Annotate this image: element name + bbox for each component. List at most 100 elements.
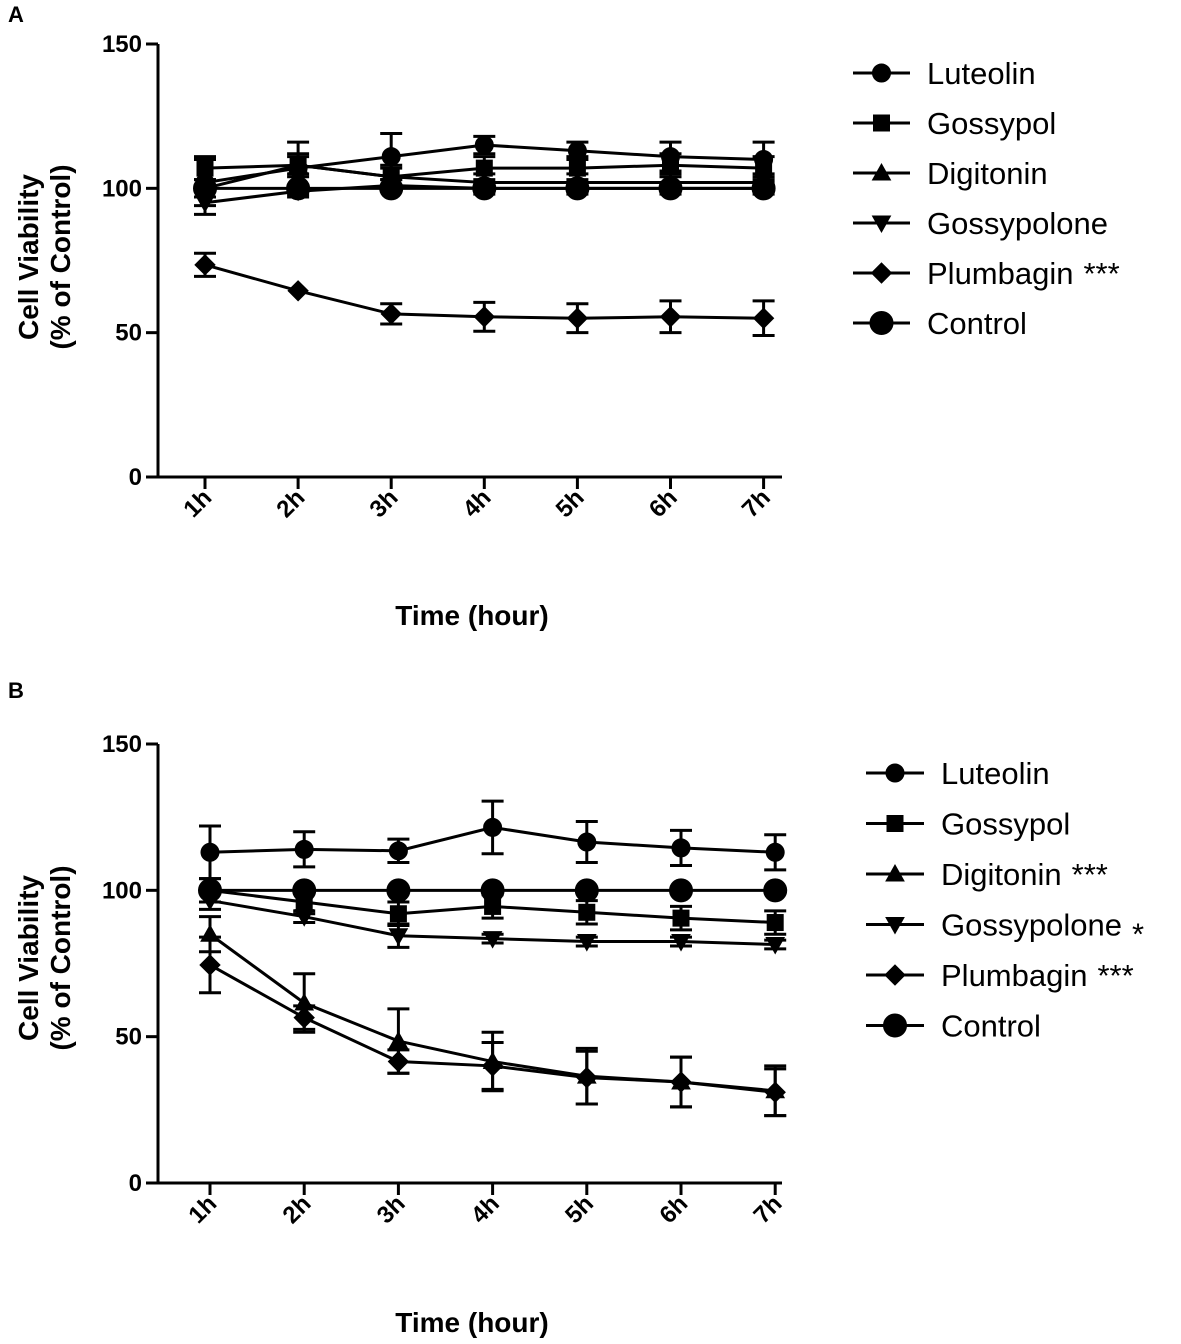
legend-marker-luteolin — [872, 63, 891, 83]
data-point-luteolin — [474, 135, 494, 155]
data-point-gossypolone — [388, 928, 409, 946]
x-axis-title: Time (hour) — [395, 600, 548, 631]
series-control — [193, 176, 776, 201]
data-point-plumbagin — [473, 306, 496, 328]
data-point-control — [669, 878, 693, 903]
legend-marker-plumbagin — [870, 262, 893, 284]
data-point-gossypol — [578, 903, 596, 921]
x-tick-label: 1h — [178, 484, 217, 523]
legend-marker-gossypol — [873, 114, 890, 132]
legend-label-luteolin: Luteolin — [941, 756, 1050, 791]
panel-label: A — [8, 2, 24, 27]
data-point-luteolin — [483, 817, 503, 837]
legend-label-gossypolone: Gossypolone — [941, 908, 1122, 943]
data-point-gossypol — [196, 159, 214, 177]
data-point-control — [751, 176, 776, 201]
x-tick-label: 6h — [644, 484, 683, 523]
x-tick-label: 6h — [654, 1190, 693, 1229]
x-tick-label: 5h — [560, 1190, 599, 1229]
data-point-plumbagin — [387, 1050, 410, 1073]
x-tick-label: 7h — [749, 1190, 788, 1229]
data-point-luteolin — [765, 842, 785, 862]
legend-marker-gossypolone — [871, 215, 892, 234]
data-point-control — [480, 878, 505, 903]
y-axis-title: Cell Viability — [13, 174, 44, 340]
legend-label-plumbagin: Plumbagin — [927, 256, 1073, 291]
data-point-plumbagin — [481, 1055, 504, 1077]
series-gossypolone — [199, 890, 787, 955]
y-tick-label: 0 — [129, 464, 142, 491]
data-point-gossypol — [389, 905, 407, 923]
legend: Luteolin Gossypol Digitonin *** Gossypolone *… — [866, 756, 1144, 1044]
x-tick-label: 3h — [372, 1190, 411, 1229]
series-plumbagin — [194, 251, 775, 338]
series-plumbagin — [199, 935, 787, 1118]
legend-marker-gossypolone — [885, 917, 905, 935]
legend-marker-digitonin — [871, 162, 892, 181]
chart-panel-a: A 0 50 100 150 1h 2h 3h 4h 5h 6h 7h Cell Viability (%… — [8, 2, 1120, 631]
legend-label-digitonin: Digitonin — [941, 857, 1062, 892]
data-point-digitonin — [288, 155, 308, 173]
data-point-plumbagin — [287, 280, 309, 302]
legend-label-luteolin: Luteolin — [927, 56, 1036, 91]
series-control — [198, 878, 788, 903]
y-axis-subtitle: (% of Control) — [45, 164, 76, 349]
data-point-plumbagin — [293, 1006, 315, 1029]
legend-marker-control — [869, 311, 894, 335]
data-point-control — [286, 176, 311, 201]
data-point-control — [292, 878, 317, 903]
legend-marker-plumbagin — [884, 964, 906, 986]
data-point-gossypol — [766, 914, 784, 932]
legend-label-control: Control — [927, 306, 1027, 341]
legend-marker-luteolin — [885, 763, 905, 783]
data-point-gossypolone — [765, 936, 786, 955]
data-point-plumbagin — [659, 306, 682, 328]
y-tick-label: 50 — [115, 320, 142, 347]
x-tick-label: 1h — [183, 1190, 222, 1229]
data-point-gossypolone — [294, 909, 315, 927]
data-point-plumbagin — [764, 1081, 786, 1103]
x-tick-label: 3h — [365, 484, 404, 523]
x-tick-label: 2h — [271, 484, 310, 523]
data-point-control — [198, 878, 222, 903]
x-axis-title: Time (hour) — [395, 1307, 548, 1338]
y-tick-label: 150 — [102, 31, 142, 58]
legend-significance-plumbagin: *** — [1083, 256, 1119, 291]
data-point-plumbagin — [576, 1066, 598, 1089]
data-point-digitonin — [388, 1031, 409, 1049]
y-tick-label: 50 — [115, 1024, 142, 1051]
legend-significance-gossypolone: * — [1132, 917, 1144, 952]
x-tick-label: 4h — [458, 484, 497, 523]
data-point-gossypol — [662, 156, 679, 174]
data-point-control — [658, 176, 683, 201]
legend-significance-digitonin: *** — [1072, 857, 1108, 892]
data-point-gossypol — [672, 909, 690, 927]
y-tick-label: 100 — [102, 877, 142, 904]
data-point-control — [472, 176, 497, 201]
data-point-luteolin — [294, 839, 314, 859]
data-point-control — [565, 176, 590, 201]
data-point-control — [574, 878, 599, 903]
chart-panel-b: B 0 50 100 150 1h 2h 3h 4h 5h 6h 7h Cell Viability (%… — [8, 678, 1144, 1338]
legend-marker-gossypol — [886, 815, 904, 832]
y-axis-title: Cell Viability — [13, 875, 44, 1041]
data-point-control — [763, 878, 788, 903]
data-point-gossypolone — [576, 934, 597, 952]
panel-label: B — [8, 678, 24, 703]
legend-significance-plumbagin: *** — [1097, 958, 1133, 993]
data-point-luteolin — [381, 147, 401, 167]
y-axis-subtitle: (% of Control) — [45, 865, 76, 1050]
x-tick-label: 5h — [551, 484, 590, 523]
data-point-luteolin — [671, 838, 691, 858]
data-point-gossypolone — [671, 934, 691, 952]
y-tick-label: 150 — [102, 731, 142, 758]
data-point-control — [379, 176, 404, 201]
x-tick-label: 2h — [278, 1190, 317, 1229]
legend-label-control: Control — [941, 1009, 1041, 1044]
legend-label-gossypolone: Gossypolone — [927, 206, 1108, 241]
y-tick-label: 0 — [129, 1170, 142, 1197]
legend-label-gossypol: Gossypol — [941, 807, 1070, 842]
data-point-plumbagin — [199, 954, 221, 976]
legend-marker-digitonin — [885, 863, 905, 882]
